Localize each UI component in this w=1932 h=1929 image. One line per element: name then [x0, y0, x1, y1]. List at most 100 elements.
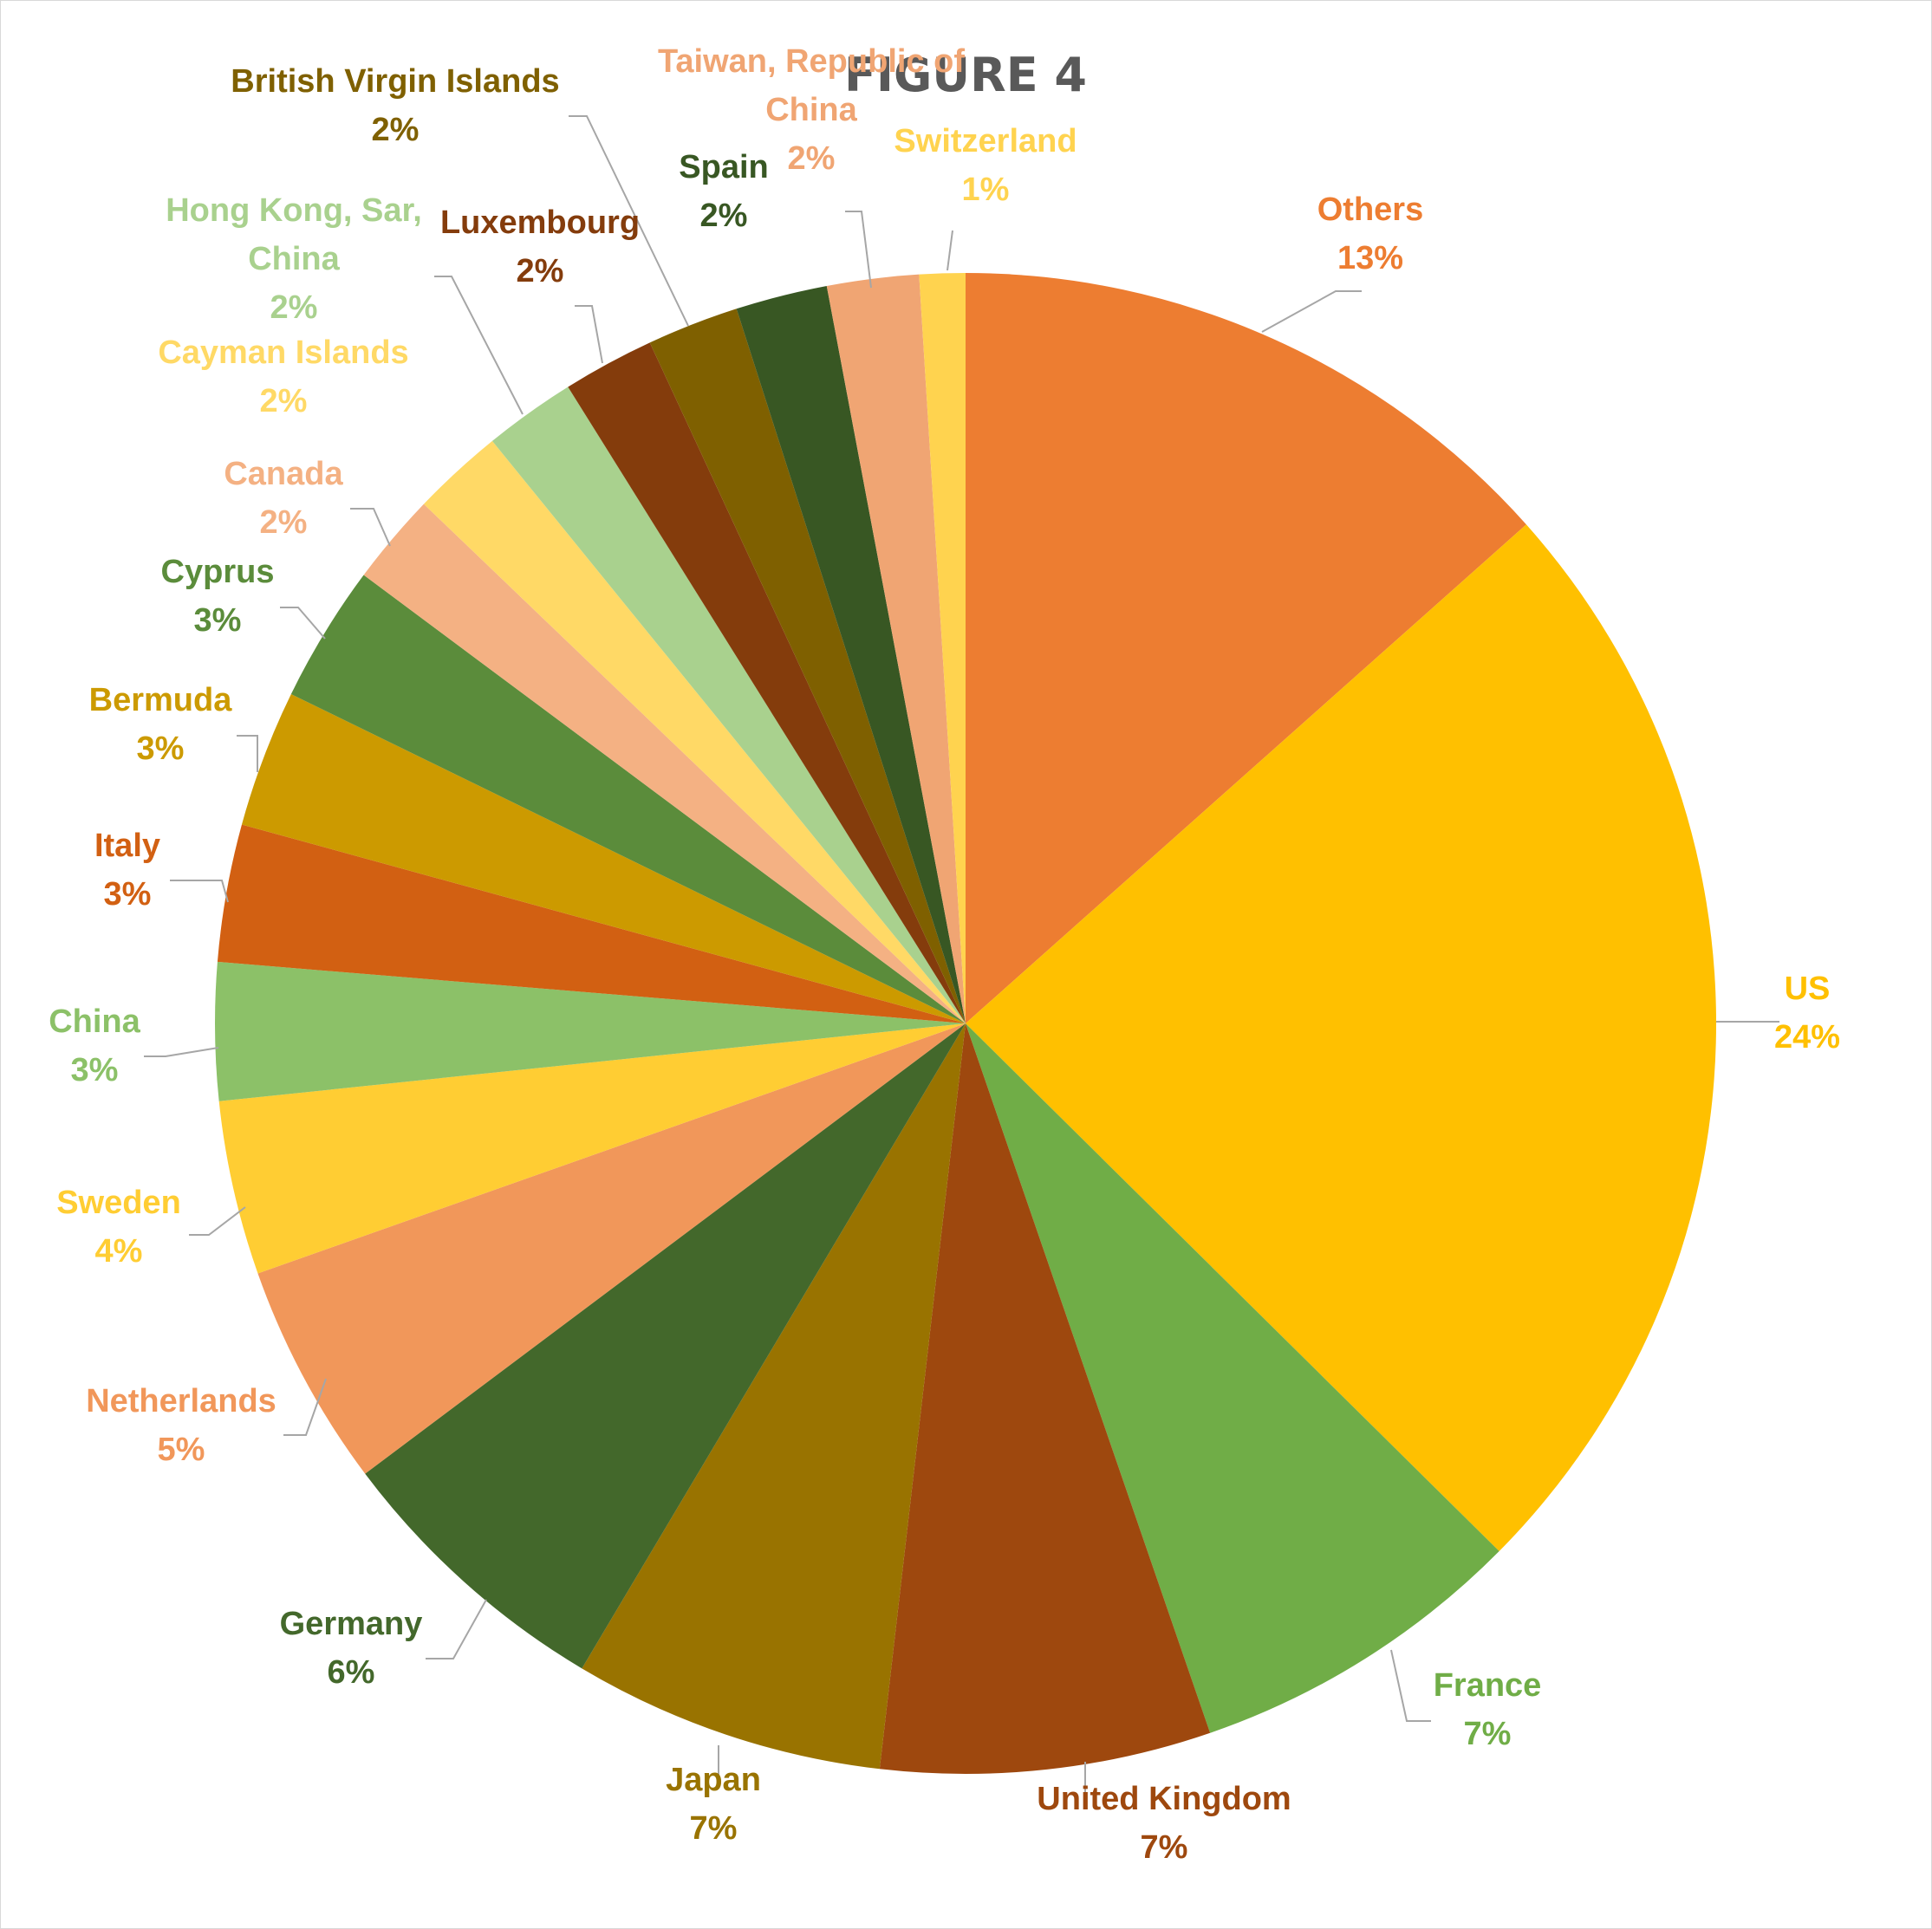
data-label-category: Luxembourg	[440, 205, 640, 241]
data-label-percent: 13%	[1337, 240, 1403, 276]
leader-line	[283, 1378, 327, 1436]
data-label-category: Sweden	[56, 1185, 181, 1221]
pie-slice-netherlands	[257, 1023, 966, 1474]
data-label-percent: 2%	[372, 112, 420, 148]
pie-slice-sweden	[218, 1023, 966, 1274]
chart-title: FIGURE 4	[844, 48, 1087, 102]
data-label-percent: 3%	[104, 876, 152, 913]
pie-slice-others	[966, 273, 1526, 1023]
leader-line	[144, 1047, 219, 1057]
pie-slice-bermuda	[241, 693, 966, 1023]
data-label-percent: 2%	[700, 198, 748, 234]
data-label: Netherlands 5%	[86, 1383, 276, 1468]
data-label-percent: 24%	[1774, 1019, 1840, 1055]
data-label-percent: 7%	[1464, 1716, 1512, 1752]
pie-slice-germany	[365, 1023, 966, 1669]
leader-line	[170, 880, 229, 903]
data-label: Bermuda 3%	[89, 682, 233, 767]
data-labels: Others 13%US 24%France 7%United Kingdom 7%Ja…	[49, 43, 1840, 1866]
data-label-percent: 2%	[517, 253, 564, 289]
leader-line	[569, 115, 689, 327]
data-label-category: Others	[1317, 192, 1423, 228]
data-label-percent: 3%	[137, 731, 185, 767]
leader-line	[426, 1599, 487, 1659]
data-label: Cyprus 3%	[161, 554, 275, 639]
data-label-category: China	[49, 1003, 140, 1040]
pie-slice-france	[966, 1023, 1499, 1733]
data-label-category: Italy	[94, 828, 160, 864]
data-label: Taiwan, Republic of China 2%	[658, 43, 965, 177]
data-label-category: Cyprus	[161, 554, 275, 590]
pie-slice-taiwan-republic-of-china	[826, 274, 966, 1023]
leader-line	[434, 276, 524, 415]
data-label-category: Spain	[679, 149, 768, 185]
leader-line	[189, 1206, 246, 1236]
data-label: British Virgin Islands 2%	[231, 63, 559, 148]
data-label-category: Japan	[666, 1762, 761, 1798]
leader-line	[237, 735, 258, 772]
data-label-category: Bermuda	[89, 682, 233, 718]
leader-line	[845, 211, 872, 289]
data-label-category: US	[1785, 971, 1831, 1007]
pie-slices	[214, 273, 1717, 1774]
data-label: Italy 3%	[94, 828, 160, 913]
data-label-category: France	[1434, 1667, 1542, 1704]
pie-slice-luxembourg	[568, 342, 966, 1024]
data-label-percent: 7%	[1141, 1829, 1188, 1866]
data-label-percent: 4%	[95, 1233, 143, 1270]
pie-slice-british-virgin-islands	[649, 309, 966, 1023]
data-label-category: Hong Kong, Sar,	[166, 192, 422, 229]
data-label: Cayman Islands 2%	[158, 334, 408, 419]
data-label: Spain 2%	[679, 149, 768, 234]
data-label: China 3%	[49, 1003, 140, 1088]
leader-line	[280, 607, 326, 640]
pie-slice-spain	[736, 285, 966, 1023]
data-label-category: British Virgin Islands	[231, 63, 559, 100]
data-label-percent: 7%	[690, 1810, 738, 1847]
data-label: Luxembourg 2%	[440, 205, 640, 289]
pie-slice-cayman-islands	[423, 440, 966, 1023]
pie-slice-italy	[217, 824, 966, 1023]
data-label-category: Canada	[224, 456, 343, 492]
leader-line	[575, 305, 603, 364]
data-label: Hong Kong, Sar, China 2%	[166, 192, 422, 326]
leader-line	[1390, 1649, 1431, 1722]
data-label-percent: 5%	[158, 1432, 205, 1468]
data-label-category: Switzerland	[894, 123, 1077, 159]
data-label-category: Cayman Islands	[158, 334, 408, 371]
leader-line	[946, 230, 953, 271]
data-label-category: Netherlands	[86, 1383, 276, 1419]
data-label-category: China	[248, 241, 340, 277]
leader-lines	[144, 115, 1779, 1796]
data-label-percent: 1%	[962, 172, 1010, 208]
pie-slice-switzerland	[919, 273, 966, 1023]
pie-slice-hong-kong-sar-china	[491, 386, 966, 1024]
pie-slice-cyprus	[290, 575, 966, 1023]
leader-line	[1261, 290, 1362, 333]
pie-slice-china	[214, 961, 966, 1101]
data-label-percent: 2%	[788, 140, 836, 177]
pie-slice-canada	[363, 503, 966, 1023]
data-label: Sweden 4%	[56, 1185, 181, 1270]
data-label-percent: 3%	[194, 602, 242, 639]
data-label: Switzerland 1%	[894, 123, 1077, 208]
data-label-category: Taiwan, Republic of	[658, 43, 965, 80]
pie-slice-united-kingdom	[879, 1023, 1211, 1774]
data-label: Others 13%	[1317, 192, 1423, 276]
data-label-category: United Kingdom	[1037, 1781, 1291, 1817]
data-label-percent: 6%	[328, 1654, 375, 1691]
data-label-percent: 2%	[260, 504, 308, 541]
pie-slice-us	[966, 524, 1717, 1552]
leader-line	[350, 508, 391, 547]
data-label: Germany 6%	[280, 1606, 423, 1691]
data-label: United Kingdom 7%	[1037, 1781, 1291, 1866]
data-label: France 7%	[1434, 1667, 1542, 1752]
data-label: Japan 7%	[666, 1762, 761, 1847]
data-label-percent: 3%	[71, 1052, 119, 1088]
data-label-percent: 2%	[270, 289, 318, 326]
data-label: Canada 2%	[224, 456, 343, 541]
data-label-category: Germany	[280, 1606, 423, 1642]
data-label-category: China	[765, 92, 857, 128]
